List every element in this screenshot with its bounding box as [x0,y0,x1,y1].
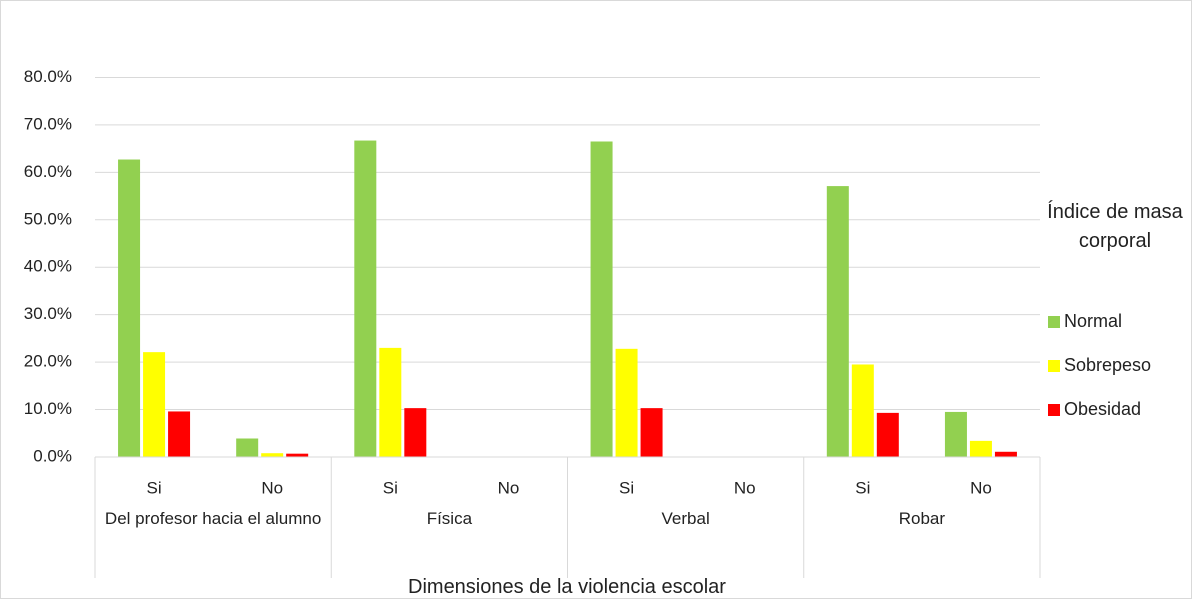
x-tick-label: Si [383,478,398,497]
bar [851,364,874,457]
legend-label: Normal [1064,311,1122,331]
legend-label: Obesidad [1064,399,1141,419]
x-tick-label: No [498,478,520,497]
group-label: Robar [898,509,946,528]
legend-title: Índice de masa corporal [1047,201,1183,252]
y-tick-label: 70.0% [24,114,72,133]
y-tick-label: 10.0% [24,399,72,418]
bar [590,141,613,457]
group-label: Verbal [661,509,710,528]
bar [286,453,309,457]
bar [236,438,259,457]
group-label: Del profesor hacia el alumno [104,509,322,528]
bar [615,348,638,457]
legend-swatch [1048,316,1060,328]
bar [354,140,377,457]
bar [944,411,967,457]
bar [143,352,166,457]
bar [379,347,402,457]
bar [826,186,849,457]
x-tick-label: No [261,478,283,497]
x-tick-label: No [734,478,756,497]
x-tick-label: Si [147,478,162,497]
legend-swatch [1048,404,1060,416]
y-tick-label: 30.0% [24,304,72,323]
bar [118,159,141,458]
y-tick-label: 50.0% [24,209,72,228]
y-tick-label: 80.0% [24,67,72,86]
bar [261,453,284,457]
bar [640,408,663,457]
legend-swatch [1048,360,1060,372]
y-tick-label: 20.0% [24,352,72,371]
bar [876,412,899,457]
legend-label: Sobrepeso [1064,355,1151,375]
bar [168,411,191,457]
y-tick-label: 40.0% [24,257,72,276]
bar [969,440,992,457]
x-tick-label: Si [619,478,634,497]
y-tick-label: 60.0% [24,162,72,181]
x-tick-label: Si [855,478,870,497]
y-tick-label: 0.0% [33,446,72,465]
bar [404,408,427,457]
x-tick-label: No [970,478,992,497]
bar [994,451,1017,457]
group-label: Física [426,509,473,528]
x-axis-title: Dimensiones de la violencia escolar [408,576,726,598]
